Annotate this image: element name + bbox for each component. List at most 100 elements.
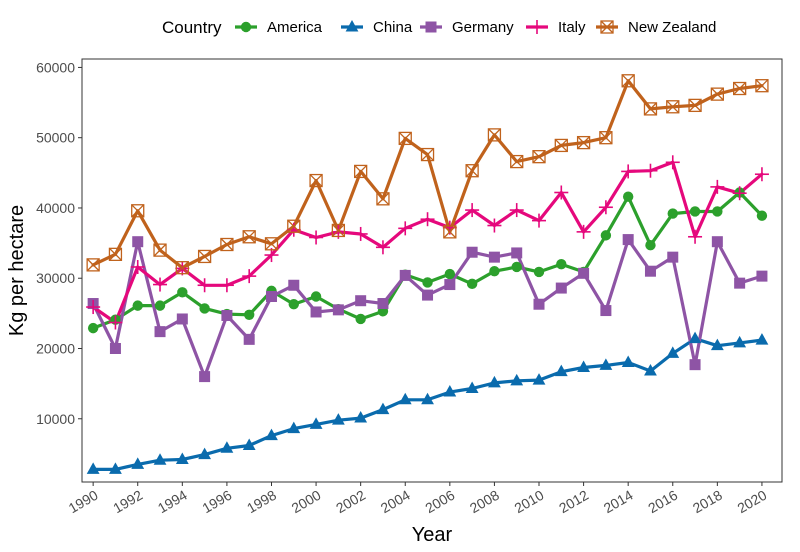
y-tick-label: 50000 bbox=[36, 130, 75, 146]
data-point-america bbox=[712, 206, 723, 217]
data-point-america bbox=[444, 268, 456, 280]
data-point-china bbox=[309, 417, 323, 429]
data-point-italy bbox=[621, 164, 636, 179]
y-tick-label: 40000 bbox=[36, 200, 75, 216]
data-point-germany bbox=[109, 342, 121, 354]
data-point-germany bbox=[288, 279, 300, 291]
plot-panel bbox=[81, 58, 783, 483]
data-point-italy bbox=[153, 277, 168, 292]
data-point-america bbox=[422, 277, 433, 288]
data-point-china bbox=[443, 385, 457, 397]
data-point-america bbox=[288, 299, 299, 310]
x-tick-label: 2016 bbox=[645, 487, 680, 517]
data-point-new-zealand bbox=[354, 164, 368, 179]
data-point-germany bbox=[711, 236, 723, 248]
data-point-germany bbox=[644, 265, 656, 277]
x-tick-label: 1992 bbox=[110, 487, 145, 517]
data-point-italy bbox=[532, 213, 547, 228]
data-point-new-zealand bbox=[108, 247, 123, 261]
data-point-new-zealand bbox=[309, 173, 323, 188]
x-tick-label: 2018 bbox=[690, 487, 725, 517]
data-point-america bbox=[132, 300, 143, 311]
data-point-germany bbox=[488, 251, 500, 263]
data-point-italy bbox=[710, 179, 725, 194]
data-point-china bbox=[175, 452, 189, 465]
x-axis-title: Year bbox=[412, 524, 453, 546]
x-tick-label: 2008 bbox=[467, 487, 502, 517]
data-point-italy bbox=[309, 230, 324, 245]
legend-title: Country bbox=[162, 18, 222, 37]
data-point-germany bbox=[667, 251, 679, 263]
data-point-china bbox=[153, 453, 167, 465]
y-tick-label: 30000 bbox=[36, 270, 75, 286]
data-point-china bbox=[265, 428, 278, 441]
data-point-china bbox=[220, 441, 234, 453]
legend-key-marker bbox=[345, 20, 359, 32]
data-point-germany bbox=[511, 247, 523, 259]
data-point-america bbox=[622, 191, 634, 202]
data-point-china bbox=[644, 363, 657, 376]
x-tick-label: 1990 bbox=[66, 487, 101, 517]
data-point-china bbox=[398, 392, 412, 405]
data-point-china bbox=[532, 373, 546, 385]
data-point-new-zealand bbox=[465, 164, 479, 178]
data-point-germany bbox=[310, 306, 322, 318]
series-markers-china bbox=[86, 331, 769, 474]
data-point-china bbox=[287, 421, 301, 434]
data-point-italy bbox=[665, 155, 680, 170]
data-point-america bbox=[310, 291, 322, 302]
data-point-germany bbox=[444, 279, 456, 291]
data-point-america bbox=[177, 287, 188, 298]
x-tick-label: 2004 bbox=[378, 487, 413, 517]
x-tick-label: 2020 bbox=[734, 487, 769, 517]
data-point-america bbox=[511, 261, 522, 273]
data-point-italy bbox=[130, 259, 145, 274]
data-point-italy bbox=[688, 229, 703, 244]
data-point-new-zealand bbox=[599, 131, 613, 145]
y-tick-label: 10000 bbox=[36, 411, 75, 427]
data-point-germany bbox=[422, 289, 434, 301]
x-axis: 1990 1992 1994 1996 1998 2000 2002 2004 2006 2008… bbox=[66, 482, 770, 516]
y-tick-label: 60000 bbox=[36, 59, 75, 75]
x-tick-label: 2002 bbox=[333, 487, 368, 517]
data-point-new-zealand bbox=[376, 192, 390, 206]
x-tick-label: 2014 bbox=[601, 487, 636, 517]
data-point-italy bbox=[108, 315, 123, 330]
data-point-germany bbox=[600, 305, 612, 317]
data-point-america bbox=[667, 208, 678, 219]
data-point-china bbox=[421, 392, 434, 405]
series-layer bbox=[91, 79, 764, 471]
x-tick-label: 2010 bbox=[512, 487, 547, 517]
data-point-germany bbox=[377, 298, 389, 310]
data-point-new-zealand bbox=[532, 150, 546, 164]
data-point-italy bbox=[465, 203, 480, 218]
data-point-china bbox=[86, 462, 100, 474]
series-line-new-zealand bbox=[91, 79, 764, 270]
legend-label: America bbox=[267, 19, 323, 36]
marker-layer bbox=[86, 74, 769, 474]
data-point-italy bbox=[420, 212, 435, 227]
data-point-new-zealand bbox=[487, 128, 502, 142]
data-point-italy bbox=[754, 167, 769, 182]
legend-item-new-zealand: New Zealand bbox=[596, 19, 716, 36]
data-point-new-zealand bbox=[710, 87, 725, 101]
legend-item-italy: Italy bbox=[526, 19, 586, 36]
legend-key-marker bbox=[240, 21, 252, 33]
data-point-italy bbox=[509, 203, 524, 218]
data-point-germany bbox=[578, 267, 590, 279]
data-point-germany bbox=[154, 326, 166, 338]
data-point-italy bbox=[643, 163, 658, 178]
y-axis: 10000 20000 30000 40000 50000 60000 bbox=[36, 59, 82, 427]
legend-label: Italy bbox=[558, 19, 586, 36]
data-point-germany bbox=[176, 313, 188, 325]
data-point-china bbox=[554, 364, 568, 377]
data-point-germany bbox=[555, 282, 567, 294]
data-point-china bbox=[710, 338, 724, 351]
data-point-china bbox=[510, 373, 524, 386]
data-point-china bbox=[621, 355, 635, 368]
legend: Country America China Germany Italy New Zeal… bbox=[162, 18, 716, 37]
x-tick-label: 1996 bbox=[199, 487, 234, 517]
data-point-germany bbox=[221, 309, 233, 321]
data-point-new-zealand bbox=[331, 223, 346, 238]
